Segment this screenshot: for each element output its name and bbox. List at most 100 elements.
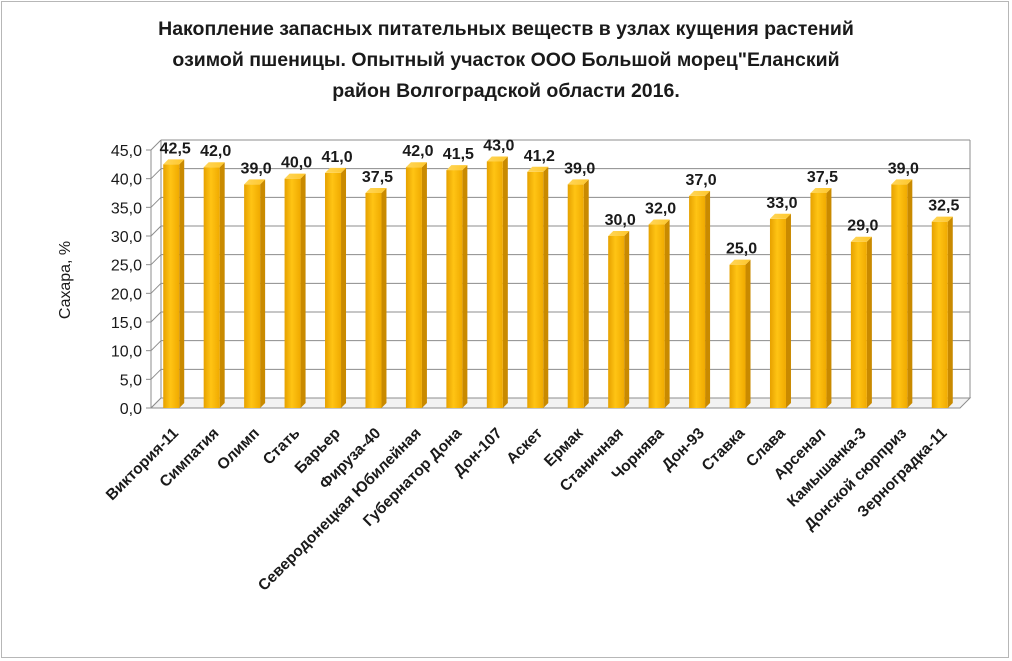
bar-top [931,216,953,222]
bar-top [567,179,589,185]
bar-side [907,179,913,408]
gridlines [150,139,971,398]
data-label: 30,0 [605,212,636,229]
gridline-side [150,254,162,266]
chart-title-line-3: район Волгоградской области 2016. [332,80,680,102]
y-tick-label: 10,0 [111,344,142,361]
bar-side [381,188,387,408]
bar-side [179,159,185,408]
bar [891,179,913,408]
bar [608,231,630,408]
bar [203,162,225,408]
bar [729,259,751,408]
bar [527,166,549,408]
bar [567,179,589,408]
bar-front [203,167,220,408]
bar-front [891,184,908,408]
bar-front [810,193,827,408]
bar-top [729,259,751,265]
bar [648,219,670,408]
bar-front [163,164,180,408]
bar-side [543,166,549,408]
bar [689,190,711,408]
bar-top [284,173,306,179]
gridline-side [150,282,162,294]
bar-side [300,173,306,408]
bar-front [446,170,463,408]
bar-top [203,162,225,168]
bar [284,173,306,408]
gridline-side [150,196,162,208]
bar-front [486,161,503,408]
bar [446,165,468,408]
bar-top [527,166,549,172]
bar-side [705,190,711,408]
gridline-side [150,340,162,352]
data-label: 42,0 [402,143,433,160]
data-label: 39,0 [888,160,919,177]
gridline-side [150,225,162,237]
bar [931,216,953,408]
bar [850,236,872,408]
bar-side [624,231,630,408]
data-label: 29,0 [847,218,878,235]
y-tick-label: 20,0 [111,286,142,303]
bar-front [931,221,948,408]
bar-top [244,179,266,185]
data-label: 32,0 [645,201,676,218]
bar [810,188,832,408]
bar-side [341,167,347,408]
bar-front [689,195,706,408]
bar-top [325,167,347,173]
data-label: 39,0 [564,160,595,177]
data-label: 25,0 [726,241,757,258]
y-tick-label: 0,0 [120,401,142,418]
data-label: 43,0 [483,137,514,154]
bar-side [947,216,953,408]
data-label: 37,5 [362,169,393,186]
gridline-side [150,311,162,323]
bar-front [769,218,786,408]
y-tick-label: 25,0 [111,258,142,275]
y-tick-label: 5,0 [120,372,142,389]
bar-side [826,188,832,408]
chart-title-line-1: Накопление запасных питательных веществ … [158,18,854,40]
bar [365,188,387,408]
y-tick-label: 35,0 [111,200,142,217]
data-label: 40,0 [281,155,312,172]
data-label: 41,2 [524,148,555,165]
bar-front [648,224,665,408]
chart-title: Накопление запасных питательных веществ … [0,14,1012,107]
bar-top [163,159,185,165]
bar [244,179,266,408]
bar-side [260,179,266,408]
data-label: 42,5 [160,140,191,157]
bar-top [648,219,670,225]
bars [163,156,953,408]
bar-side [745,259,751,408]
bar-side [421,162,427,408]
bar-top [850,236,872,242]
bar-top [486,156,508,162]
data-label: 42,0 [200,143,231,160]
bar-side [583,179,589,408]
y-axis-label: Сахара, % [57,241,74,319]
bar-front [405,167,422,408]
y-tick-label: 45,0 [111,143,142,160]
data-label: 37,5 [807,169,838,186]
bar-top [810,188,832,193]
y-tick-label: 15,0 [111,315,142,332]
bar-front [365,193,382,408]
data-label: 37,0 [686,172,717,189]
bar-front [244,184,261,408]
x-tick-label: Олимп [214,425,263,474]
bar-front [284,178,301,408]
data-label: 33,0 [766,195,797,212]
bar [405,162,427,408]
bar-top [608,231,630,236]
bar-side [462,165,468,408]
bar-top [446,165,468,171]
y-tick-label: 40,0 [111,172,142,189]
data-label: 41,5 [443,146,474,163]
bar [486,156,508,408]
